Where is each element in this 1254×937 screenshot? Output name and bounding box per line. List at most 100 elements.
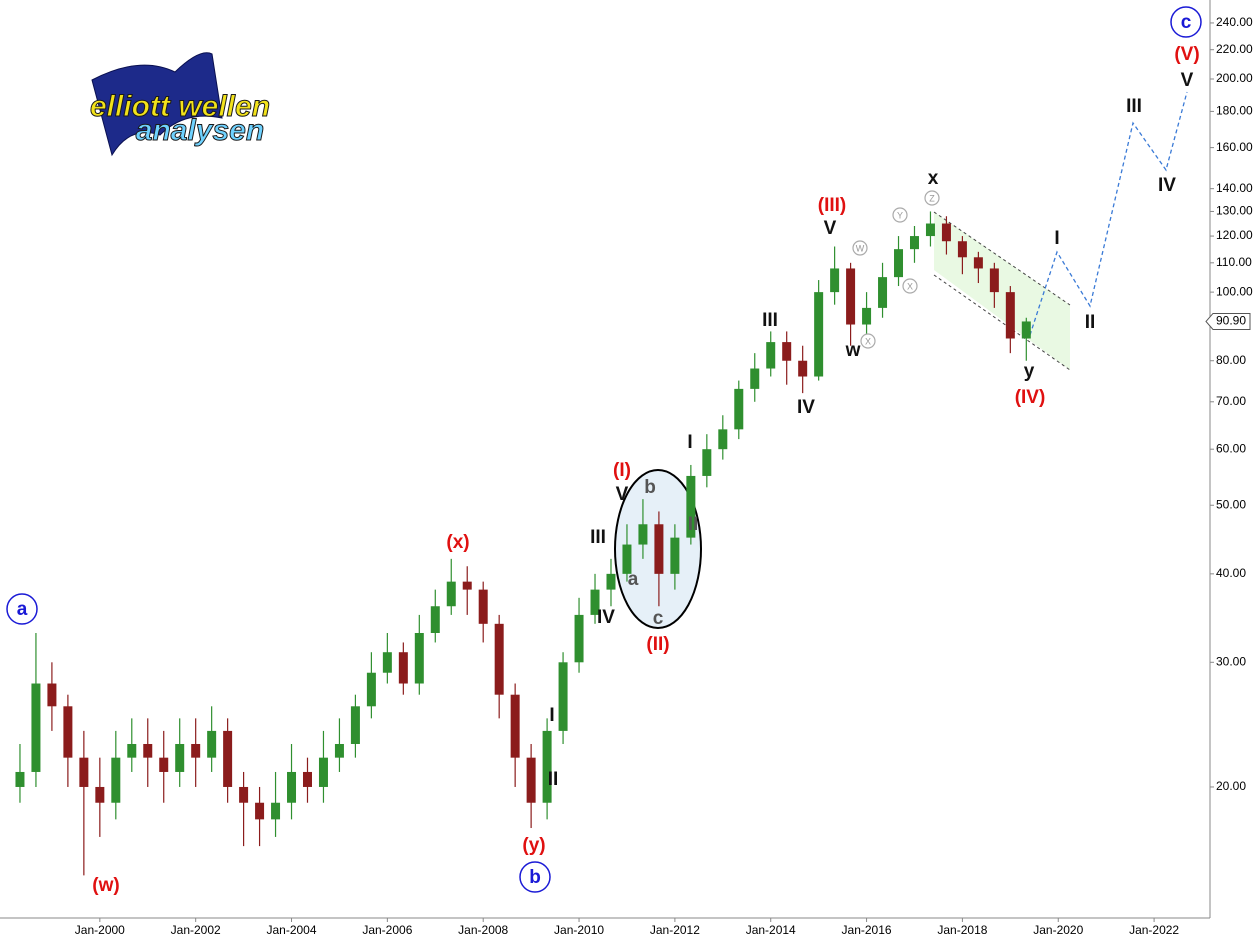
y-tick-label: 240.00: [1216, 15, 1253, 29]
logo-text: elliott wellen: [90, 90, 270, 123]
candle-body: [814, 292, 824, 377]
wave-circle: [6, 593, 38, 625]
wave-label: IV: [797, 397, 815, 418]
wave-label: III: [1126, 96, 1142, 117]
candle-body: [63, 706, 73, 758]
candle-body: [894, 249, 904, 278]
projection-path: [1029, 91, 1188, 336]
y-tick-label: 110.00: [1216, 255, 1252, 269]
candle-body: [862, 307, 872, 325]
candle-body: [526, 757, 536, 803]
candle-body: [686, 475, 696, 538]
wave-label: V: [1181, 70, 1194, 91]
candle-body: [734, 388, 744, 430]
wave-circle: [852, 240, 868, 256]
wave-label: a: [17, 599, 28, 620]
y-tick-label: 80.00: [1216, 353, 1246, 367]
candle-body: [111, 757, 121, 803]
x-tick-label: Jan-2016: [842, 923, 892, 937]
candle-body: [334, 743, 344, 758]
candle-body: [79, 757, 89, 787]
candle-body: [973, 257, 983, 269]
candle-body: [271, 802, 281, 820]
x-tick-label: Jan-2008: [458, 923, 508, 937]
candle-body: [382, 652, 392, 673]
candle-body: [47, 683, 57, 707]
candle-body: [1005, 292, 1015, 339]
wave-label: c: [1181, 12, 1192, 33]
wave-label: (w): [92, 875, 119, 896]
wave-label: I: [549, 705, 554, 726]
candle-body: [207, 730, 217, 758]
y-tick-label: 200.00: [1216, 71, 1253, 85]
wave-label: I: [687, 432, 692, 453]
wave-label: IV: [1158, 175, 1176, 196]
candle-body: [558, 662, 568, 731]
candle-body: [1021, 321, 1031, 339]
candle-body: [478, 589, 488, 624]
candle-body: [878, 277, 888, 308]
candle-body: [223, 730, 233, 787]
marks: [15, 211, 1031, 876]
candle-body: [430, 606, 440, 633]
y-tick-label: 160.00: [1216, 140, 1253, 154]
candle-body: [462, 581, 472, 590]
candle-body: [95, 786, 105, 803]
x-tick-label: Jan-2002: [171, 923, 221, 937]
candle-body: [750, 368, 760, 389]
candle-body: [255, 802, 265, 820]
candle-body: [350, 706, 360, 744]
wave-circle: [860, 333, 876, 349]
candle-body: [239, 786, 249, 803]
x-tick-label: Jan-2014: [746, 923, 796, 937]
wave-label: V: [616, 484, 629, 505]
candle-body: [366, 672, 376, 707]
x-tick-label: Jan-2004: [266, 923, 316, 937]
candle-body: [574, 614, 584, 663]
candle-body: [302, 771, 312, 787]
wave-label: Y: [897, 210, 903, 220]
price-marker: [1205, 312, 1251, 330]
candle-body: [542, 730, 552, 803]
y-tick-label: 60.00: [1216, 441, 1246, 455]
x-tick-label: Jan-2022: [1129, 923, 1179, 937]
logo-flag: [91, 52, 223, 157]
y-tick-label: 100.00: [1216, 284, 1253, 298]
candle-body: [702, 449, 712, 476]
y-tick-label: 50.00: [1216, 497, 1246, 511]
wave-label: V: [824, 218, 837, 239]
wave-label: (x): [446, 532, 469, 553]
wave-label: II: [1085, 312, 1096, 333]
wave-circle: [902, 278, 918, 294]
candle-body: [830, 268, 840, 293]
candle-body: [670, 537, 680, 574]
candle-body: [766, 342, 776, 369]
wave-label: (I): [613, 460, 631, 481]
wave-label: X: [907, 281, 913, 291]
y-tick-label: 140.00: [1216, 181, 1253, 195]
logo-text: analysen: [136, 114, 264, 147]
wave-label: (y): [522, 835, 545, 856]
candle-body: [127, 743, 137, 758]
wave-label: b: [529, 867, 541, 888]
wave-label: x: [928, 168, 939, 189]
y-tick-label: 40.00: [1216, 566, 1246, 580]
candle-body: [718, 429, 728, 450]
wave-label: III: [762, 310, 778, 331]
wave-label: X: [865, 336, 871, 346]
y-tick-label: 220.00: [1216, 42, 1253, 56]
candle-body: [446, 581, 456, 607]
wave-label: w: [845, 340, 861, 361]
x-tick-label: Jan-2020: [1033, 923, 1083, 937]
x-tick-label: Jan-2018: [937, 923, 987, 937]
candle-body: [654, 524, 664, 574]
x-tick-label: Jan-2000: [75, 923, 125, 937]
candle-body: [941, 223, 951, 242]
wave-label: (II): [646, 634, 669, 655]
wave-circle: [1170, 6, 1202, 38]
wave-label: c: [653, 608, 664, 629]
price-label: 90.90: [1216, 314, 1246, 328]
wave-circle: [892, 207, 908, 223]
